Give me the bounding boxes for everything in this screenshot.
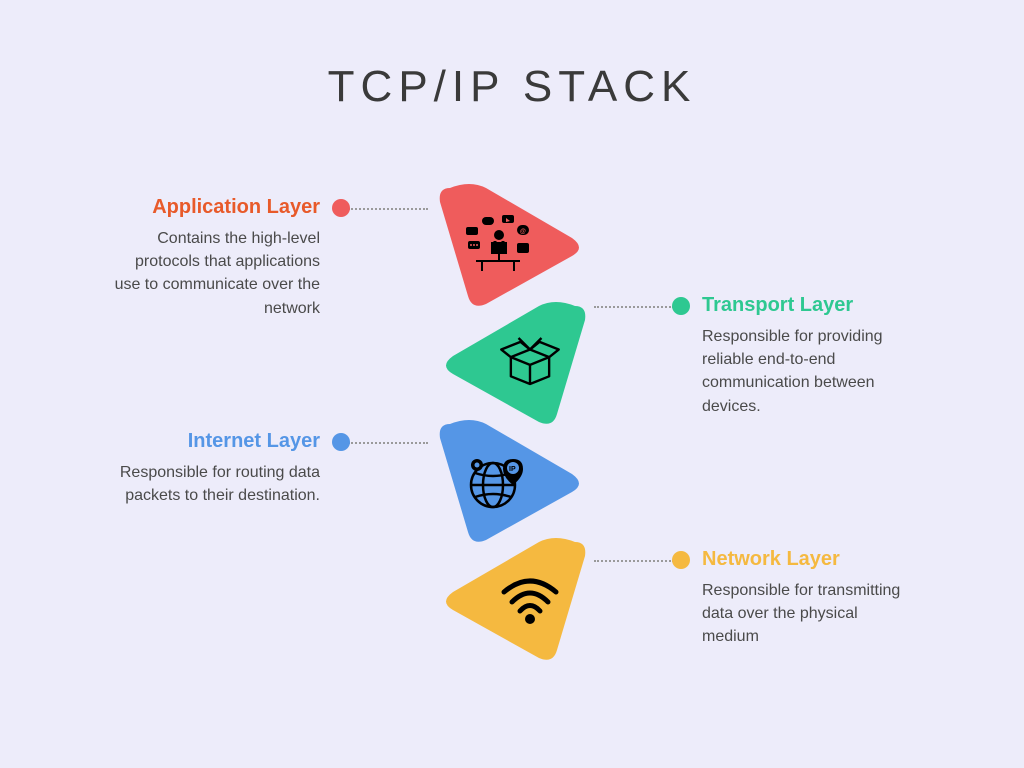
- layer-triangle-transport: [440, 296, 595, 431]
- connector-line: [348, 208, 428, 210]
- svg-text:@: @: [520, 229, 526, 235]
- wifi-signal-icon: [498, 574, 562, 626]
- callout-internet: Internet Layer Responsible for routing d…: [110, 430, 320, 507]
- layer-triangle-network: [440, 532, 595, 667]
- globe-ip-pin-icon: IP: [463, 451, 533, 513]
- layer-description: Responsible for transmitting data over t…: [702, 579, 912, 649]
- connector-line: [348, 442, 428, 444]
- layer-heading: Transport Layer: [702, 294, 912, 317]
- connector-line: [594, 560, 674, 562]
- layer-triangle-internet: IP: [430, 414, 585, 549]
- connector-dot: [332, 433, 350, 451]
- layer-description: Contains the high-level protocols that a…: [110, 227, 320, 320]
- svg-text:IP: IP: [509, 466, 516, 473]
- person-desk-chat-icon: @: [462, 213, 534, 273]
- layer-heading: Application Layer: [110, 196, 320, 219]
- connector-dot: [672, 551, 690, 569]
- layer-triangle-application: @: [430, 178, 585, 313]
- page-title: TCP/IP STACK: [0, 62, 1024, 112]
- layer-heading: Internet Layer: [110, 430, 320, 453]
- callout-network: Network Layer Responsible for transmitti…: [702, 548, 912, 649]
- layer-heading: Network Layer: [702, 548, 912, 571]
- callout-transport: Transport Layer Responsible for providin…: [702, 294, 912, 418]
- connector-line: [594, 306, 674, 308]
- layer-description: Responsible for providing reliable end-t…: [702, 325, 912, 418]
- open-box-icon: [497, 332, 562, 389]
- layer-description: Responsible for routing data packets to …: [110, 461, 320, 507]
- connector-dot: [672, 297, 690, 315]
- connector-dot: [332, 199, 350, 217]
- callout-application: Application Layer Contains the high-leve…: [110, 196, 320, 320]
